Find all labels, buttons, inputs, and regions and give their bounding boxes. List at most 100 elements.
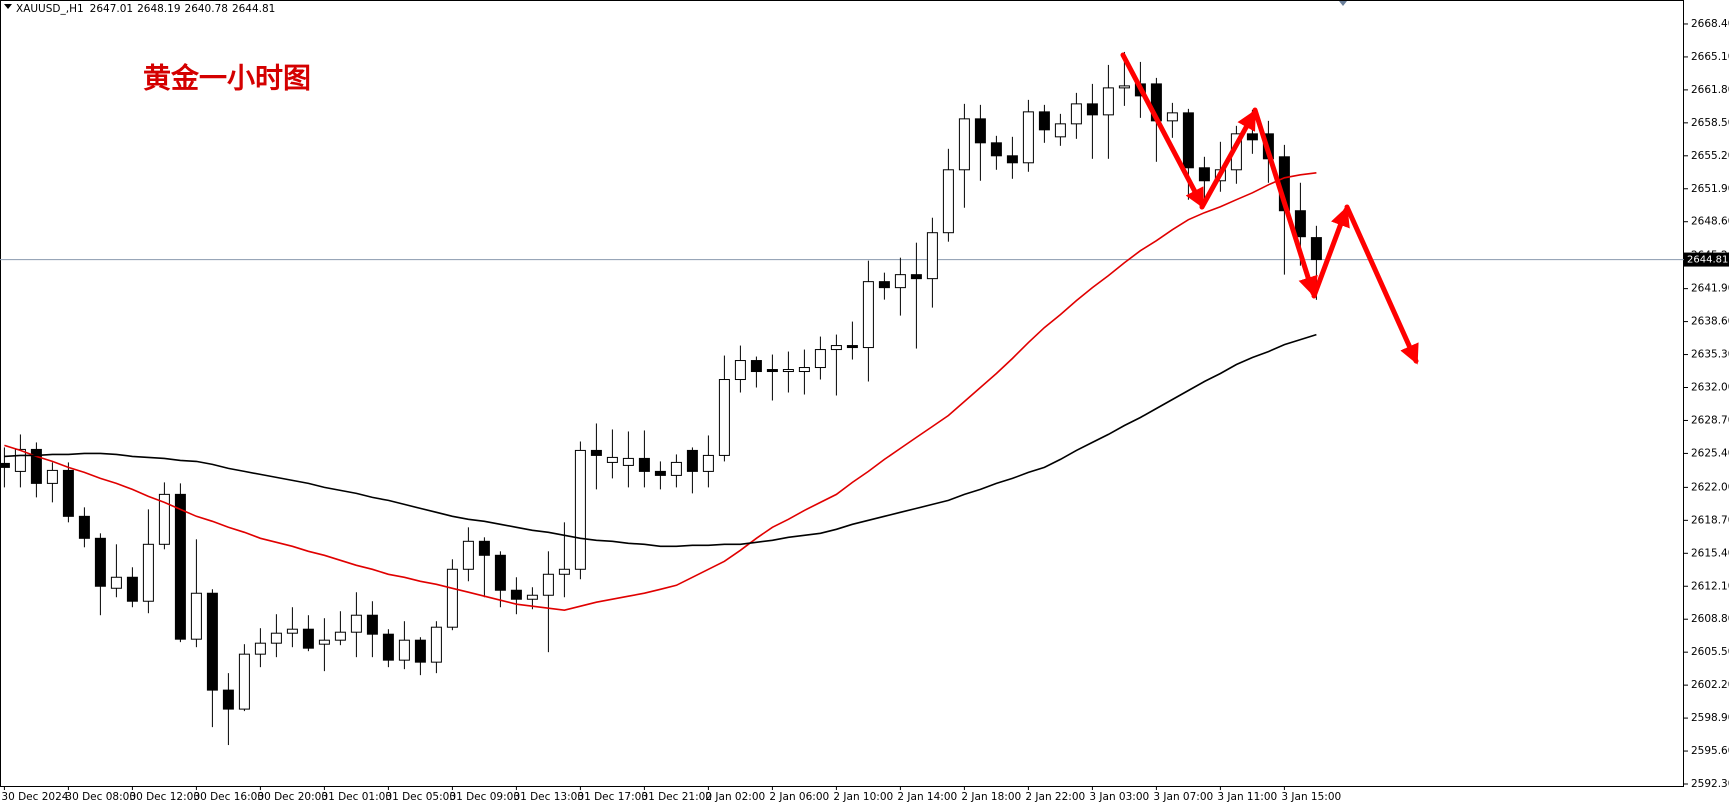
candle-body <box>606 456 618 463</box>
candle-body <box>78 515 90 539</box>
x-tick-label: 31 Dec 01:00 <box>321 791 392 803</box>
x-tick-label: 31 Dec 21:00 <box>641 791 712 803</box>
candle-body <box>318 639 330 645</box>
ma-line <box>4 172 1317 612</box>
candle-body <box>1182 112 1194 169</box>
candle-body <box>926 232 938 280</box>
candle-body <box>830 345 842 351</box>
candle-body <box>446 568 458 628</box>
candle-body <box>94 537 106 587</box>
chart-title: 黄金一小时图 <box>143 62 311 95</box>
candle-body <box>766 369 778 373</box>
candle-body <box>574 449 586 570</box>
candle-body <box>910 274 922 280</box>
plot-frame <box>0 0 1684 787</box>
x-tick-label: 3 Jan 07:00 <box>1153 791 1213 803</box>
x-tick-label: 30 Dec 16:00 <box>193 791 264 803</box>
candle-body <box>1038 111 1050 131</box>
candle-body <box>222 689 234 710</box>
y-tick-label: 2668.40 <box>1691 18 1729 30</box>
candle-body <box>430 626 442 663</box>
shift-marker <box>1339 1 1347 6</box>
x-tick-label: 2 Jan 10:00 <box>833 791 893 803</box>
menu-triangle <box>4 4 12 9</box>
x-tick-label: 2 Jan 22:00 <box>1025 791 1085 803</box>
candle-body <box>1006 155 1018 164</box>
candle-body <box>1054 123 1066 138</box>
candle-body <box>846 345 858 349</box>
candle-body <box>62 469 74 517</box>
candle-body <box>462 540 474 570</box>
candle-body <box>862 281 874 349</box>
symbol: XAUUSD_,H1 <box>16 3 84 15</box>
candle-body <box>1070 103 1082 125</box>
x-tick-label: 30 Dec 12:00 <box>129 791 200 803</box>
candle-body <box>1246 133 1258 141</box>
candle-body <box>286 628 298 634</box>
x-tick-label: 2 Jan 18:00 <box>961 791 1021 803</box>
candle-body <box>206 592 218 691</box>
y-tick-label: 2661.80 <box>1691 84 1729 96</box>
candle-body <box>878 281 890 289</box>
y-tick-label: 2592.30 <box>1691 778 1729 790</box>
x-tick-label: 31 Dec 17:00 <box>577 791 648 803</box>
candle-body <box>414 639 426 663</box>
candle-body <box>382 633 394 661</box>
candle-body <box>110 576 122 589</box>
candle-body <box>942 169 954 234</box>
candle-body <box>1102 87 1114 116</box>
candle-body <box>1310 237 1322 261</box>
candle-body <box>1086 103 1098 116</box>
candle-body <box>958 118 970 171</box>
candle-body <box>302 628 314 649</box>
candle-body <box>478 540 490 556</box>
candle-body <box>510 589 522 600</box>
y-tick-label: 2641.90 <box>1691 283 1729 295</box>
x-tick-label: 3 Jan 11:00 <box>1217 791 1277 803</box>
candle-body <box>990 142 1002 157</box>
y-tick-label: 2595.60 <box>1691 745 1729 757</box>
x-tick-label: 31 Dec 09:00 <box>449 791 520 803</box>
candle-body <box>702 454 714 472</box>
candle-body <box>334 631 346 641</box>
candle-body <box>398 639 410 661</box>
y-tick-label: 2598.90 <box>1691 712 1729 724</box>
y-tick-label: 2635.30 <box>1691 349 1729 361</box>
candle-body <box>366 614 378 635</box>
x-tick-label: 31 Dec 05:00 <box>385 791 456 803</box>
x-tick-label: 30 Dec 20:00 <box>257 791 328 803</box>
y-tick-label: 2655.20 <box>1691 150 1729 162</box>
candle-body <box>1118 85 1130 89</box>
candle-body <box>1022 111 1034 164</box>
low-value: 2640.78 <box>185 3 228 15</box>
candle-body <box>494 554 506 591</box>
candle-body <box>686 449 698 472</box>
y-tick-label: 2615.40 <box>1691 547 1729 559</box>
y-tick-label: 2651.90 <box>1691 183 1729 195</box>
x-tick-label: 3 Jan 03:00 <box>1089 791 1149 803</box>
candle-body <box>750 360 762 373</box>
y-tick-label: 2618.70 <box>1691 514 1729 526</box>
x-tick-label: 2 Jan 14:00 <box>897 791 957 803</box>
close-value: 2644.81 <box>232 3 275 15</box>
candle-body <box>542 573 554 596</box>
candle-body <box>238 653 250 710</box>
projection-arrows <box>1120 52 1419 365</box>
x-tick-label: 2 Jan 02:00 <box>705 791 765 803</box>
candle-body <box>174 493 186 640</box>
candle-body <box>894 274 906 289</box>
candle-body <box>14 448 26 472</box>
candle-body <box>734 360 746 381</box>
candle-body <box>782 369 794 373</box>
y-tick-label: 2638.60 <box>1691 316 1729 328</box>
y-tick-label: 2658.50 <box>1691 117 1729 129</box>
y-tick-label: 2628.70 <box>1691 414 1729 426</box>
y-tick-label: 2665.10 <box>1691 51 1729 63</box>
candle-body <box>1166 112 1178 122</box>
candle-body <box>254 642 266 655</box>
x-tick-label: 30 Dec 2024 <box>1 791 68 803</box>
candle-body <box>718 379 730 456</box>
candle-body <box>142 543 154 602</box>
